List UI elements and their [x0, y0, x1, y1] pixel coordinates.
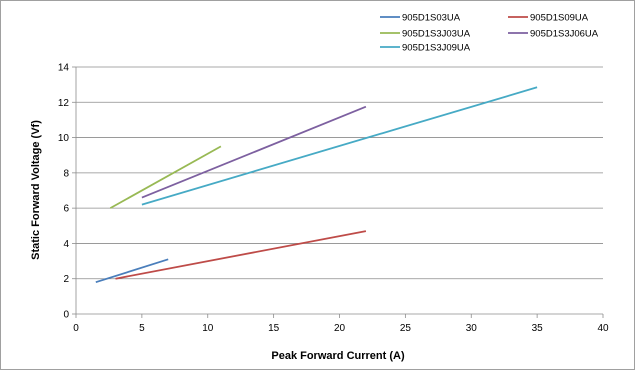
y-tick-labels: 0 2 4 6 8 10 12 14 [58, 63, 70, 321]
y-tick-label: 0 [63, 310, 69, 321]
axes [72, 66, 604, 318]
x-tick-labels: 0 5 10 15 20 25 30 35 40 [73, 323, 609, 334]
gridlines [76, 66, 603, 280]
x-tick-label: 30 [466, 323, 478, 334]
x-tick-label: 35 [532, 323, 544, 334]
legend-label-905D1S3J09UA: 905D1S3J09UA [402, 43, 471, 54]
y-tick-label: 6 [63, 204, 69, 215]
series-line-905D1S09UA [115, 230, 367, 280]
x-tick-label: 25 [400, 323, 412, 334]
x-tick-label: 10 [202, 323, 214, 334]
series-line-905D1S3J09UA [141, 86, 538, 206]
x-tick-label: 20 [334, 323, 346, 334]
y-tick-label: 2 [63, 274, 69, 285]
x-tick-label: 15 [268, 323, 280, 334]
legend-label-905D1S3J06UA: 905D1S3J06UA [530, 29, 599, 40]
series-line-905D1S3J03UA [109, 145, 222, 209]
y-tick-label: 10 [58, 133, 70, 144]
series-line-905D1S03UA [95, 258, 169, 284]
legend-label-905D1S3J03UA: 905D1S3J03UA [402, 29, 471, 40]
x-tick-label: 40 [597, 323, 609, 334]
y-tick-label: 14 [58, 63, 70, 74]
x-tick-label: 0 [73, 323, 79, 334]
y-axis-title: Static Forward Voltage (Vf) [30, 120, 42, 260]
y-tick-label: 12 [58, 98, 70, 109]
legend-label-905D1S09UA: 905D1S09UA [530, 13, 589, 24]
legend-label-905D1S03UA: 905D1S03UA [402, 13, 461, 24]
series-lines [95, 86, 538, 284]
series-line-905D1S3J06UA [141, 105, 367, 199]
legend: 905D1S03UA 905D1S09UA 905D1S3J03UA 905D1S3J… [380, 13, 599, 54]
x-tick-label: 5 [139, 323, 145, 334]
y-tick-label: 4 [63, 239, 69, 250]
y-tick-label: 8 [63, 168, 69, 179]
x-axis-title: Peak Forward Current (A) [271, 350, 405, 362]
